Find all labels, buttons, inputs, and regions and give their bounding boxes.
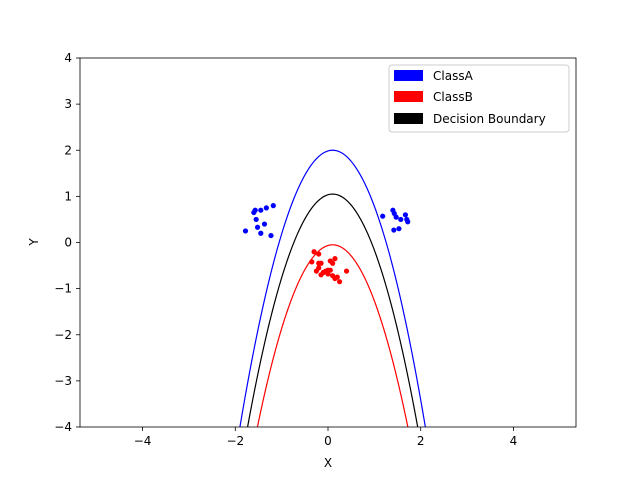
decision-curves xyxy=(239,149,426,427)
classa-point xyxy=(380,213,386,219)
classb-point xyxy=(320,269,326,276)
legend-label-classb: ClassB xyxy=(433,90,473,104)
x-tick-label: −2 xyxy=(226,434,244,448)
decision-boundary-curve xyxy=(246,193,419,427)
classa-point xyxy=(402,212,409,218)
classa-point xyxy=(405,219,411,225)
classa-boundary-curve xyxy=(239,149,426,427)
legend-swatch-decision-boundary xyxy=(394,113,423,124)
legend-swatch-classa xyxy=(394,70,423,81)
x-axis-ticks: −4 −2 0 2 4 xyxy=(134,427,518,448)
y-axis-ticks: −4 −3 −2 −1 0 1 2 3 4 xyxy=(54,51,80,434)
classb-point xyxy=(316,260,322,266)
y-tick-label: 2 xyxy=(64,143,72,157)
classa-point xyxy=(391,227,397,233)
legend-box xyxy=(388,64,570,133)
classa-point xyxy=(268,232,274,239)
classa-point xyxy=(270,203,276,209)
classb-point xyxy=(311,249,317,255)
y-tick-label: 0 xyxy=(64,236,72,250)
classb-point xyxy=(316,251,322,257)
y-tick-label: −3 xyxy=(54,374,72,388)
y-tick-label: 4 xyxy=(64,51,72,65)
classa-point xyxy=(261,221,268,227)
classa-point xyxy=(253,216,259,223)
legend: ClassA ClassB Decision Boundary xyxy=(388,64,570,133)
y-tick-label: 1 xyxy=(64,189,72,203)
x-tick-label: 4 xyxy=(510,434,518,448)
classa-point xyxy=(263,205,269,211)
x-tick-label: 2 xyxy=(417,434,425,448)
classa-point xyxy=(252,207,258,213)
classb-point xyxy=(336,279,343,285)
classa-point xyxy=(398,216,404,223)
classb-point xyxy=(332,275,338,282)
scatter-points xyxy=(242,203,411,285)
classa-point xyxy=(254,224,261,230)
classb-point xyxy=(313,268,320,274)
x-tick-label: 0 xyxy=(324,434,332,448)
classa-point xyxy=(258,207,264,213)
x-axis-label: X xyxy=(324,456,332,470)
y-tick-label: −1 xyxy=(54,282,72,296)
legend-label-decision-boundary: Decision Boundary xyxy=(433,112,546,126)
legend-label-classa: ClassA xyxy=(433,69,474,83)
classb-boundary-curve xyxy=(256,244,409,427)
classb-point xyxy=(330,260,336,266)
y-tick-label: −4 xyxy=(54,420,72,434)
classb-point xyxy=(309,259,315,265)
y-tick-label: −2 xyxy=(54,328,72,342)
classb-point xyxy=(325,267,331,273)
classa-point xyxy=(393,214,399,220)
classa-point xyxy=(396,226,402,232)
classa-point xyxy=(242,228,249,234)
x-tick-label: −4 xyxy=(134,434,152,448)
classb-point xyxy=(343,268,350,274)
classa-point xyxy=(258,230,264,236)
legend-swatch-classb xyxy=(394,91,423,102)
y-axis-label: Y xyxy=(27,238,41,247)
y-tick-label: 3 xyxy=(64,97,72,111)
classb-point xyxy=(332,256,338,262)
